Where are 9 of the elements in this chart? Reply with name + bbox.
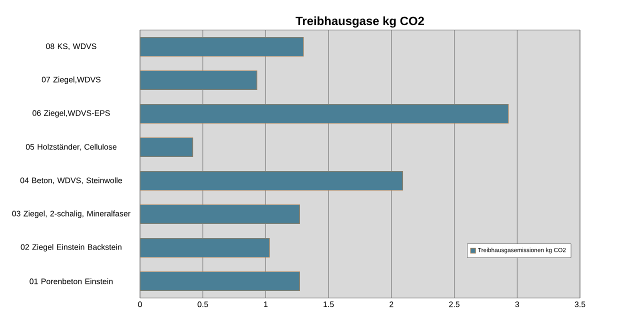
- bar: [140, 36, 304, 57]
- bar: [140, 170, 404, 191]
- bar: [140, 137, 194, 158]
- bar: [140, 238, 270, 258]
- bar: [140, 70, 258, 90]
- chart-title: Treibhausgase kg CO2: [296, 16, 424, 28]
- bar: [140, 204, 300, 224]
- bar: [140, 271, 300, 292]
- bar: [140, 104, 509, 124]
